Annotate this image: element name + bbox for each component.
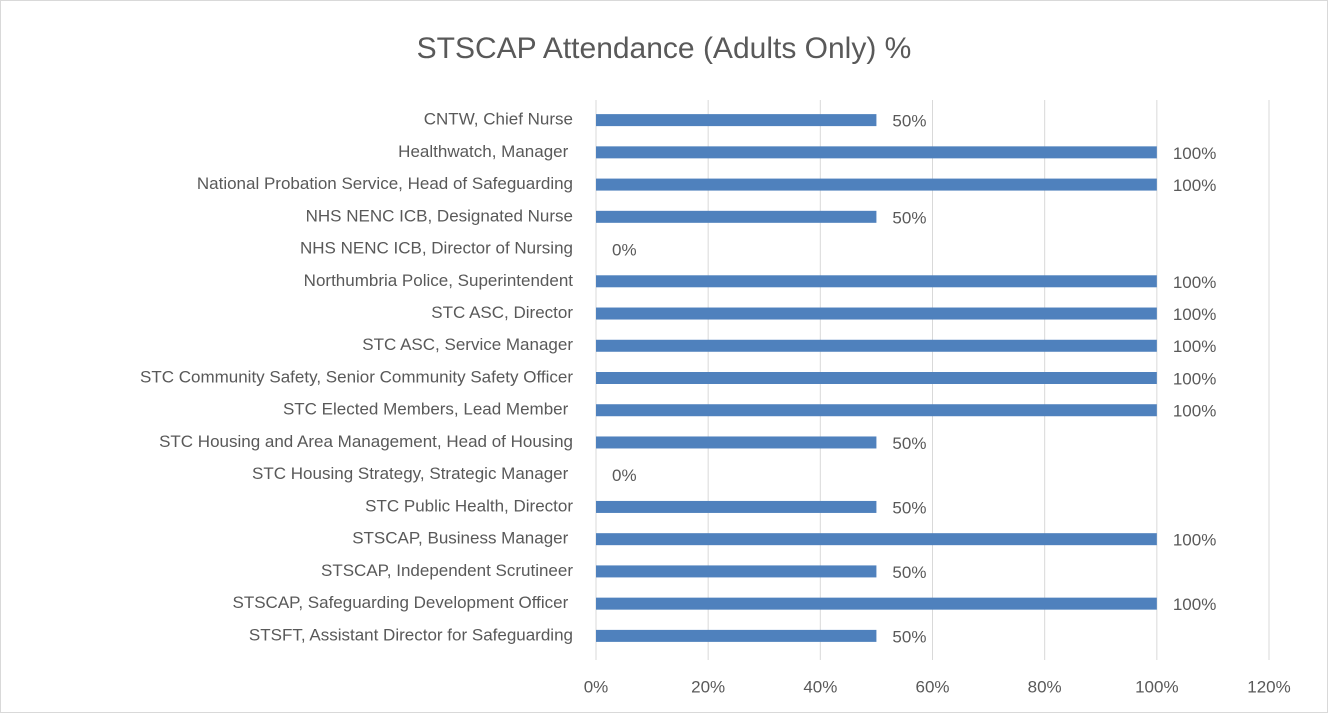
- y-tick-label: STC ASC, Director: [431, 303, 573, 322]
- y-tick-label: STC Housing and Area Management, Head of…: [159, 432, 573, 451]
- y-tick-label: STC Community Safety, Senior Community S…: [140, 367, 573, 386]
- chart-title: STSCAP Attendance (Adults Only) %: [417, 32, 912, 65]
- bar: [596, 404, 1157, 417]
- data-label: 100%: [1173, 402, 1216, 421]
- y-tick-label: National Probation Service, Head of Safe…: [197, 174, 573, 193]
- data-label: 100%: [1173, 531, 1216, 550]
- bar: [596, 565, 877, 578]
- data-label: 100%: [1173, 273, 1216, 292]
- y-tick-label: STC Public Health, Director: [365, 496, 573, 515]
- data-label: 100%: [1173, 305, 1216, 324]
- x-tick-label: 80%: [1028, 677, 1062, 696]
- y-tick-label: STSCAP, Safeguarding Development Officer: [233, 593, 574, 612]
- data-label: 0%: [612, 466, 637, 485]
- bar: [596, 114, 877, 127]
- x-tick-label: 0%: [584, 677, 609, 696]
- y-tick-label: STC ASC, Service Manager: [362, 335, 573, 354]
- bar: [596, 500, 877, 513]
- data-label: 0%: [612, 241, 637, 260]
- bar: [596, 307, 1157, 320]
- data-label: 50%: [892, 498, 926, 517]
- data-label: 50%: [892, 208, 926, 227]
- bar: [596, 372, 1157, 384]
- y-tick-label: NHS NENC ICB, Director of Nursing: [300, 239, 573, 258]
- bar: [596, 146, 1157, 159]
- y-tick-label: STSFT, Assistant Director for Safeguardi…: [249, 625, 573, 644]
- bar: [596, 436, 877, 449]
- x-tick-label: 100%: [1135, 677, 1178, 696]
- data-label: 50%: [892, 434, 926, 453]
- data-label: 50%: [892, 563, 926, 582]
- y-tick-label: Northumbria Police, Superintendent: [304, 271, 574, 290]
- data-label: 100%: [1173, 337, 1216, 356]
- x-tick-label: 40%: [803, 677, 837, 696]
- data-label: 100%: [1173, 176, 1216, 195]
- y-tick-label: Healthwatch, Manager: [398, 142, 573, 161]
- y-tick-label: CNTW, Chief Nurse: [424, 110, 573, 129]
- bar: [596, 339, 1157, 352]
- bar: [596, 597, 1157, 610]
- x-tick-label: 120%: [1247, 677, 1290, 696]
- x-tick-label: 20%: [691, 677, 725, 696]
- y-tick-label: STC Housing Strategy, Strategic Manager: [252, 464, 573, 483]
- data-label: 50%: [892, 627, 926, 646]
- bar: [596, 178, 1157, 191]
- x-tick-label: 60%: [915, 677, 949, 696]
- data-label: 100%: [1173, 144, 1216, 163]
- data-label: 100%: [1173, 369, 1216, 388]
- bar: [596, 533, 1157, 546]
- y-tick-label: STSCAP, Independent Scrutineer: [321, 561, 573, 580]
- y-tick-label: STSCAP, Business Manager: [352, 529, 573, 548]
- bar: [596, 275, 1157, 288]
- bar: [596, 629, 877, 642]
- data-label: 100%: [1173, 595, 1216, 614]
- y-tick-label: NHS NENC ICB, Designated Nurse: [306, 206, 573, 225]
- bar: [596, 210, 877, 223]
- y-tick-label: STC Elected Members, Lead Member: [283, 400, 573, 419]
- data-label: 50%: [892, 112, 926, 131]
